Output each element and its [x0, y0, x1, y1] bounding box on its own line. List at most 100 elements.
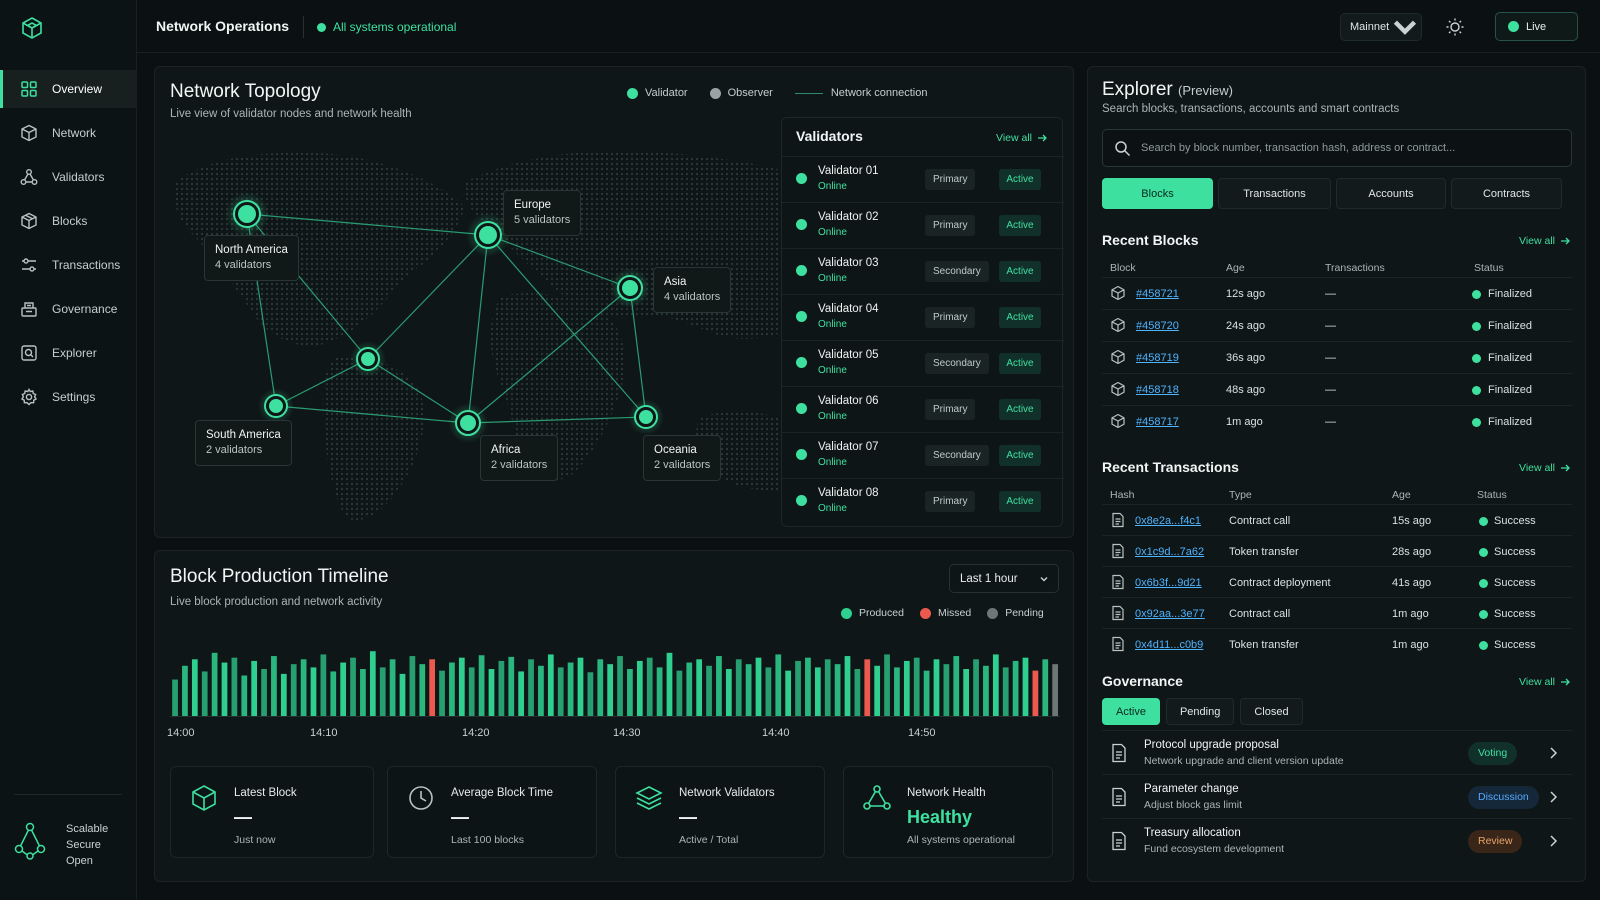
recent-blocks-view-all-link[interactable]: View all — [1519, 235, 1570, 247]
table-row[interactable]: #458719 36s ago — Finalized — [1102, 341, 1572, 373]
tab-governance-active[interactable]: Active — [1102, 698, 1160, 725]
network-select[interactable]: Mainnet — [1340, 13, 1422, 41]
tab-governance-pending[interactable]: Pending — [1165, 698, 1235, 725]
block-status: Finalized — [1488, 384, 1533, 396]
proposal-row[interactable]: Parameter change Adjust block gas limit Di… — [1102, 774, 1572, 818]
block-bar — [785, 670, 792, 716]
tx-hash-link[interactable]: 0x6b3f...9d21 — [1135, 577, 1202, 589]
table-row[interactable]: #458721 12s ago — Finalized — [1102, 277, 1572, 309]
block-age: 24s ago — [1226, 320, 1266, 332]
region-name: North America — [215, 244, 288, 256]
validator-row[interactable]: Validator 04 Online Primary Active — [782, 294, 1064, 340]
block-bar — [191, 659, 198, 716]
table-row[interactable]: 0x92aa...3e77 Contract call 1m ago Success — [1102, 597, 1572, 629]
chevron-right-icon[interactable] — [1548, 790, 1558, 804]
cube-icon — [192, 785, 216, 811]
validator-row[interactable]: Validator 06 Online Primary Active — [782, 386, 1064, 432]
tab-contracts[interactable]: Contracts — [1451, 178, 1562, 209]
tx-hash-link[interactable]: 0x8e2a...f4c1 — [1135, 515, 1202, 527]
live-dot — [1508, 21, 1519, 32]
explorer-search-input[interactable]: Search by block number, transaction hash… — [1102, 129, 1572, 167]
sidebar-item-blocks[interactable]: Blocks — [0, 202, 137, 240]
block-number-link[interactable]: #458717 — [1136, 416, 1179, 428]
legend-missed: Missed — [919, 607, 971, 619]
sidebar-item-governance[interactable]: Governance — [0, 290, 137, 328]
tab-blocks[interactable]: Blocks — [1102, 178, 1213, 209]
validator-name: Validator 07 — [818, 441, 879, 453]
theme-toggle-sun-icon[interactable] — [1445, 17, 1465, 37]
network-connections — [246, 213, 647, 424]
search-doc-icon — [21, 345, 37, 361]
block-bar — [1002, 667, 1009, 716]
chevron-right-icon[interactable] — [1548, 746, 1558, 760]
recent-transactions-view-all-link[interactable]: View all — [1519, 462, 1570, 474]
tx-hash-link[interactable]: 0x4d11...c0b9 — [1135, 639, 1204, 651]
table-row[interactable]: 0x8e2a...f4c1 Contract call 15s ago Success — [1102, 504, 1572, 536]
chevron-right-icon[interactable] — [1548, 834, 1558, 848]
validator-row[interactable]: Validator 08 Online Primary Active — [782, 478, 1064, 524]
recent-blocks-title: Recent Blocks — [1102, 232, 1199, 248]
validator-name: Validator 01 — [818, 165, 879, 177]
logo-icon[interactable] — [20, 16, 44, 40]
block-tx-count: — — [1325, 384, 1336, 396]
tab-governance-closed[interactable]: Closed — [1240, 698, 1303, 725]
validator-status: Online — [818, 411, 847, 422]
tx-hash-link[interactable]: 0x1c9d...7a62 — [1135, 546, 1205, 558]
block-bar — [923, 670, 930, 716]
table-row[interactable]: #458718 48s ago — Finalized — [1102, 373, 1572, 405]
block-bar — [172, 679, 178, 716]
validator-row[interactable]: Validator 01 Online Primary Active — [782, 156, 1064, 202]
sidebar-item-transactions[interactable]: Transactions — [0, 246, 137, 284]
sidebar-item-settings[interactable]: Settings — [0, 378, 137, 416]
validators-title: Validators — [796, 128, 863, 144]
block-bar — [221, 662, 228, 716]
tab-accounts[interactable]: Accounts — [1336, 178, 1446, 209]
node-central-atlantic[interactable] — [350, 341, 386, 377]
proposal-row[interactable]: Protocol upgrade proposal Network upgrade… — [1102, 730, 1572, 774]
role-badge: Primary — [925, 491, 976, 512]
time-range-value: Last 1 hour — [960, 572, 1018, 585]
node-oceania[interactable] — [628, 399, 664, 435]
node-south-america[interactable] — [258, 388, 294, 424]
validator-row[interactable]: Validator 02 Online Primary Active — [782, 202, 1064, 248]
stat-network-validators[interactable]: Network Validators — Active / Total — [615, 766, 825, 858]
proposal-row[interactable]: Treasury allocation Fund ecosystem develo… — [1102, 818, 1572, 862]
block-number-link[interactable]: #458718 — [1136, 384, 1179, 396]
validator-row[interactable]: Validator 05 Online Secondary Active — [782, 340, 1064, 386]
block-bar — [903, 660, 910, 716]
live-button[interactable]: Live — [1495, 12, 1578, 41]
block-number-link[interactable]: #458721 — [1136, 288, 1179, 300]
tx-hash-link[interactable]: 0x92aa...3e77 — [1135, 608, 1205, 620]
table-row[interactable]: #458717 1m ago — Finalized — [1102, 405, 1572, 437]
sidebar-item-explorer[interactable]: Explorer — [0, 334, 137, 372]
stat-average-block-time[interactable]: Average Block Time — Last 100 blocks — [387, 766, 597, 858]
node-asia[interactable] — [610, 268, 650, 308]
table-row[interactable]: 0x6b3f...9d21 Contract deployment 41s ago S… — [1102, 566, 1572, 598]
validator-row[interactable]: Validator 03 Online Secondary Active — [782, 248, 1064, 294]
sidebar-item-overview[interactable]: Overview — [0, 70, 137, 108]
table-row[interactable]: #458720 24s ago — Finalized — [1102, 309, 1572, 341]
validator-row[interactable]: Validator 07 Online Secondary Active — [782, 432, 1064, 478]
stat-latest-block[interactable]: Latest Block — Just now — [170, 766, 374, 858]
block-number-link[interactable]: #458719 — [1136, 352, 1179, 364]
block-bar — [449, 662, 455, 716]
node-north-america[interactable] — [225, 192, 269, 236]
block-number-link[interactable]: #458720 — [1136, 320, 1179, 332]
sidebar-item-network[interactable]: Network — [0, 114, 137, 152]
block-bar — [814, 667, 821, 716]
table-row[interactable]: 0x4d11...c0b9 Token transfer 1m ago Success — [1102, 628, 1572, 660]
time-range-select[interactable]: Last 1 hour — [949, 564, 1059, 593]
table-row[interactable]: 0x1c9d...7a62 Token transfer 28s ago Succes… — [1102, 535, 1572, 567]
validators-view-all-link[interactable]: View all — [996, 132, 1047, 144]
tx-type: Contract deployment — [1229, 577, 1331, 589]
validator-status: Online — [818, 181, 847, 192]
node-africa[interactable] — [448, 403, 488, 443]
node-europe[interactable] — [466, 213, 510, 257]
sidebar-item-validators[interactable]: Validators — [0, 158, 137, 196]
tab-transactions[interactable]: Transactions — [1218, 178, 1331, 209]
arrow-right-icon — [1561, 237, 1570, 245]
block-bar — [518, 671, 525, 716]
validator-status: Online — [818, 273, 847, 284]
stat-network-health[interactable]: Network Health Healthy All systems opera… — [843, 766, 1053, 858]
governance-view-all-link[interactable]: View all — [1519, 676, 1570, 688]
